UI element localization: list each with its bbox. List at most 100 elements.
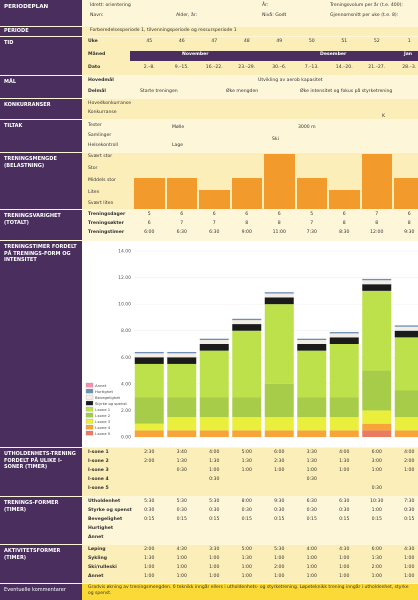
bar-segment — [264, 293, 294, 298]
week-number: 49 — [276, 39, 283, 44]
week-dates: 28.–3. — [402, 65, 417, 70]
header-gjennomsnitt: Gjennomsnitt per uke (t.e. 8): — [330, 13, 399, 18]
utholdenhet-label: UTHOLDENHETS-TRENING FORDELT PÅ ULIKE I-… — [0, 448, 82, 496]
week-dates: 9.–15. — [174, 65, 189, 70]
table-cell: 2:30 — [274, 459, 285, 464]
varighet-cell: 6 — [180, 212, 184, 217]
tester-label: Tester — [88, 123, 102, 128]
bar-segment — [264, 297, 294, 305]
note-ski: Ski — [272, 137, 279, 142]
legend-label: I-sone 3 — [95, 419, 111, 424]
varighet-cell: 8 — [277, 221, 281, 226]
note-molle: Mølle — [172, 125, 185, 130]
periode-label: PERIODE — [0, 27, 82, 36]
hovedkonkurranse-label: Hovedkonkurranse — [88, 101, 132, 106]
table-cell: 2:00 — [144, 459, 155, 464]
week-number: 1 — [407, 39, 411, 44]
header-alder: Alder, år: — [176, 13, 198, 18]
week-number: 51 — [341, 39, 348, 44]
table-cell: 2:00 — [274, 565, 285, 570]
row-label: I-sone 4 — [88, 477, 109, 482]
bar-segment — [297, 417, 327, 431]
varighet-cell: 7 — [310, 221, 314, 226]
varighet-cell: 6:00 — [144, 230, 155, 235]
bar-segment — [297, 397, 327, 418]
legend-label: I-sone 2 — [95, 413, 111, 418]
table-cell: 0:15 — [404, 517, 415, 522]
table-cell: 0:15 — [209, 517, 220, 522]
bar-segment — [167, 430, 197, 437]
bar-segment — [232, 320, 262, 325]
varighet-row-2: Treningstimer — [88, 230, 125, 235]
table-cell: 8:00 — [241, 499, 252, 504]
week-dates: 30.–6. — [272, 65, 287, 70]
bar-segment — [232, 417, 262, 431]
table-cell: 4:00 — [404, 450, 415, 455]
varighet-cell: 8 — [375, 221, 379, 226]
y-tick-label: 0.00 — [121, 435, 131, 441]
table-cell: 0:15 — [241, 517, 252, 522]
varighet-cell: 6 — [212, 212, 216, 217]
timer-label: TRENINGSTIMER FORDELT PÅ TRENINGS-FORM O… — [0, 241, 82, 447]
legend-label: I-sone 5 — [95, 431, 111, 436]
varighet-cell: 7 — [180, 221, 184, 226]
bar-segment — [297, 340, 327, 344]
varighet-row-0: Treningsdager — [88, 212, 126, 217]
legend-swatch — [85, 406, 94, 412]
table-cell: 1:00 — [306, 574, 317, 579]
row-label: I-sone 5 — [88, 486, 109, 491]
varighet-cell: 6:30 — [176, 230, 187, 235]
note-3000: 3000 m — [298, 125, 316, 130]
week-number: 45 — [146, 39, 153, 44]
table-cell: 0:30 — [371, 486, 382, 491]
table-cell: 2:00 — [371, 565, 382, 570]
table-cell: 1:00 — [176, 574, 187, 579]
delmaal-label: Delmål — [88, 89, 106, 94]
table-cell: 1:00 — [176, 565, 187, 570]
table-cell: 7:30 — [404, 499, 415, 504]
varighet-cell: 7:30 — [306, 230, 317, 235]
week-dates: 23.–29. — [238, 65, 256, 70]
table-cell: 1:30 — [339, 459, 350, 464]
tid-label: TID — [0, 37, 82, 75]
bar-segment — [167, 363, 197, 398]
row-label: Løping — [88, 547, 106, 552]
table-cell: 0:15 — [339, 517, 350, 522]
row-label: I-sone 3 — [88, 468, 109, 473]
table-cell: 1:00 — [274, 468, 285, 473]
bar-segment — [329, 344, 359, 398]
header-treningsvolum: Treningsvolum per år (t.e. 400): — [330, 3, 403, 8]
legend-label: Hurtighet — [95, 389, 114, 394]
mengde-bar — [231, 178, 262, 209]
legend-swatch — [85, 400, 94, 406]
maaned-label: Måned — [88, 52, 106, 57]
table-cell: 1:00 — [339, 574, 350, 579]
table-cell: 0:30 — [339, 508, 350, 513]
table-cell: 1:00 — [241, 468, 252, 473]
table-cell: 0:15 — [144, 517, 155, 522]
bar-segment — [199, 397, 229, 418]
month-bar — [130, 51, 418, 61]
table-cell: 5:30 — [209, 499, 220, 504]
y-tick-label: 4.00 — [121, 381, 131, 387]
varighet-cell: 11:00 — [272, 230, 286, 235]
bar-segment — [199, 344, 229, 351]
table-cell: 1:00 — [176, 556, 187, 561]
helsekontroll-label: Helsekontroll — [88, 143, 118, 148]
bar-segment — [362, 423, 392, 431]
bar-segment — [297, 338, 327, 341]
bar-segment — [329, 333, 359, 338]
mengde-label: TRENINGSMENGDE (BELASTNING) — [0, 153, 82, 209]
header-aar: År: — [262, 3, 269, 8]
bar-segment — [232, 330, 262, 398]
bar-segment — [362, 290, 392, 371]
mengde-bar — [134, 178, 165, 209]
mengde-bar — [361, 154, 392, 209]
bar-segment — [297, 430, 327, 437]
bar-segment — [134, 423, 164, 431]
y-tick-label: 6.00 — [121, 355, 131, 361]
delmaal-text-2: Øke mengden — [226, 89, 259, 94]
table-cell: 1:00 — [274, 574, 285, 579]
hovedmaal-label: Hovedmål — [88, 78, 114, 83]
konkurranser-label: KONKURRANSER — [0, 99, 82, 119]
